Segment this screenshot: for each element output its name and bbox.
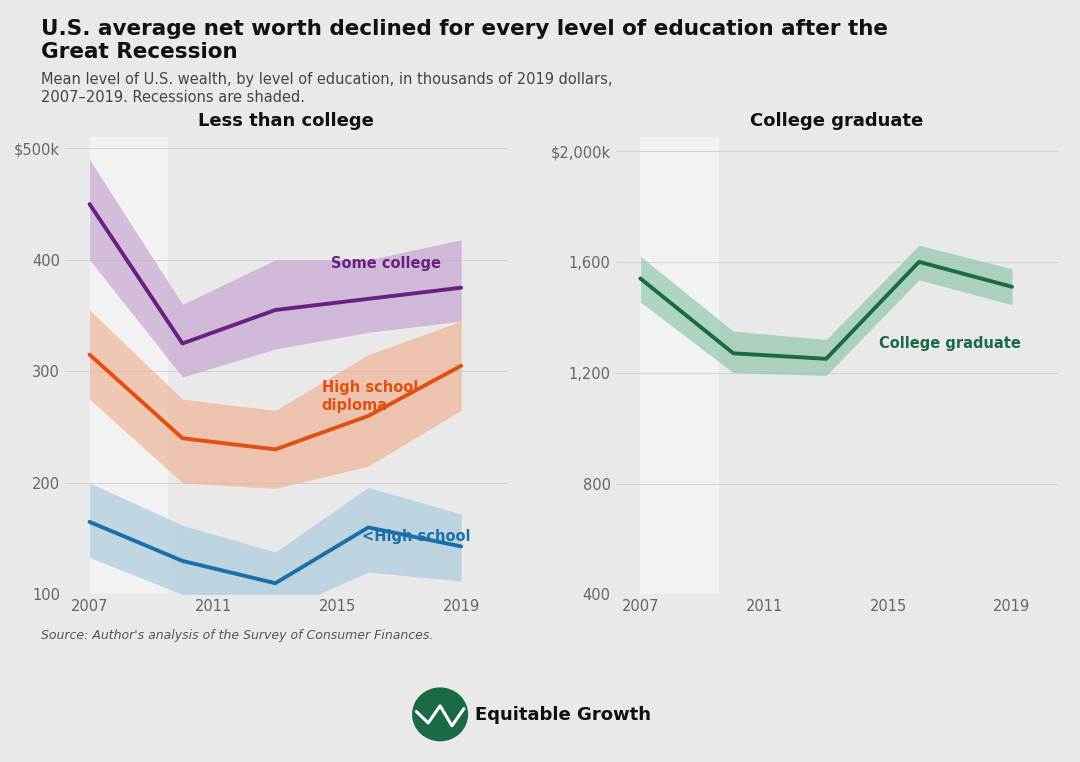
Text: Great Recession: Great Recession bbox=[41, 42, 238, 62]
Text: <High school: <High school bbox=[362, 529, 471, 544]
Bar bbox=[90, 137, 167, 594]
Text: High school
diploma: High school diploma bbox=[322, 379, 418, 413]
Title: College graduate: College graduate bbox=[751, 112, 923, 130]
Text: Some college: Some college bbox=[332, 255, 441, 271]
Text: Source: Author's analysis of the Survey of Consumer Finances.: Source: Author's analysis of the Survey … bbox=[41, 629, 433, 642]
Text: U.S. average net worth declined for every level of education after the: U.S. average net worth declined for ever… bbox=[41, 19, 888, 39]
Text: Equitable Growth: Equitable Growth bbox=[475, 706, 651, 724]
Title: Less than college: Less than college bbox=[199, 112, 374, 130]
Circle shape bbox=[413, 688, 468, 741]
Bar bbox=[640, 137, 718, 594]
Text: College graduate: College graduate bbox=[879, 336, 1021, 351]
Text: Mean level of U.S. wealth, by level of education, in thousands of 2019 dollars,
: Mean level of U.S. wealth, by level of e… bbox=[41, 72, 612, 105]
